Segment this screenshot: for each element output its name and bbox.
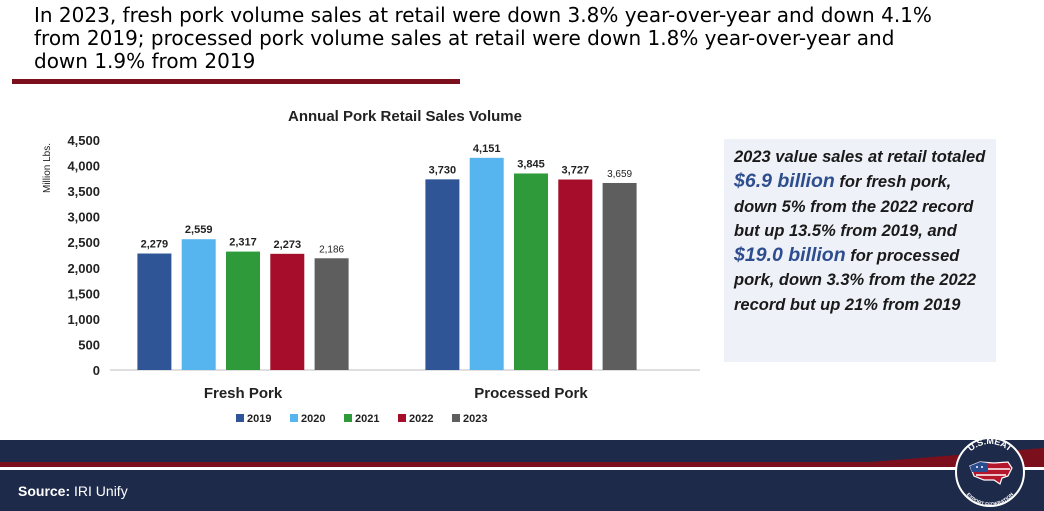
bar — [469, 157, 504, 370]
legend-label: 2019 — [247, 413, 271, 425]
bar — [314, 258, 349, 370]
y-tick-label: 3,500 — [67, 184, 100, 199]
legend-label: 2022 — [409, 413, 433, 425]
y-tick-label: 500 — [78, 337, 100, 352]
headline-underline — [12, 79, 460, 84]
legend-swatch — [290, 414, 298, 422]
y-tick-label: 2,000 — [67, 261, 100, 276]
footer-band — [0, 440, 1044, 511]
legend-label: 2021 — [355, 413, 379, 425]
bar — [270, 253, 305, 370]
callout-text-2: for fresh pork, down 5% from the 2022 re… — [734, 173, 974, 240]
data-label: 3,730 — [429, 164, 457, 176]
data-label: 2,559 — [185, 224, 213, 236]
data-label: 3,845 — [517, 158, 545, 170]
category-label: Fresh Pork — [204, 385, 283, 402]
y-tick-label: 2,500 — [67, 235, 100, 250]
y-tick-label: 4,000 — [67, 159, 100, 174]
callout-value-fresh: $6.9 billion — [734, 170, 835, 193]
source-text: IRI Unify — [74, 483, 128, 499]
y-tick-label: 3,000 — [67, 210, 100, 225]
page-headline: In 2023, fresh pork volume sales at reta… — [34, 3, 932, 73]
data-label: 2,273 — [274, 239, 302, 251]
value-sales-callout: 2023 value sales at retail totaled $6.9 … — [724, 139, 996, 362]
data-label: 3,727 — [562, 165, 590, 177]
chart-title: Annual Pork Retail Sales Volume — [288, 108, 522, 125]
y-tick-label: 1,000 — [67, 312, 100, 327]
bar — [558, 179, 593, 370]
legend-swatch — [236, 414, 244, 422]
data-label: 4,151 — [473, 143, 501, 155]
category-label: Processed Pork — [474, 385, 588, 402]
y-tick-label: 4,500 — [67, 133, 100, 148]
data-label: 2,279 — [141, 239, 169, 251]
source-line: Source: IRI Unify — [18, 483, 128, 499]
data-label: 2,186 — [319, 244, 344, 255]
bar-chart: Annual Pork Retail Sales Volume Million L… — [42, 108, 700, 425]
legend-swatch — [344, 414, 352, 422]
legend-label: 2020 — [301, 413, 325, 425]
legend-swatch — [398, 414, 406, 422]
bar — [181, 239, 216, 370]
bar — [602, 182, 637, 370]
callout-text-1: 2023 value sales at retail totaled — [734, 148, 986, 166]
y-tick-label: 0 — [93, 363, 100, 378]
usmef-logo: U.S.MEAT EXPORT FEDERATION — [955, 436, 1025, 508]
source-label: Source: — [18, 483, 71, 499]
data-label: 3,659 — [607, 169, 632, 180]
bar — [514, 173, 548, 370]
y-tick-label: 1,500 — [67, 286, 100, 301]
legend-swatch — [452, 414, 460, 422]
bar — [137, 253, 172, 370]
data-label: 2,317 — [229, 237, 257, 249]
callout-value-processed: $19.0 billion — [734, 244, 846, 267]
y-axis-label: Million Lbs. — [42, 143, 53, 193]
legend-label: 2023 — [463, 413, 487, 425]
callout-text-3: for processed pork, down 3.3% from the 2… — [734, 247, 977, 314]
bar — [425, 179, 460, 370]
bar — [226, 251, 260, 370]
